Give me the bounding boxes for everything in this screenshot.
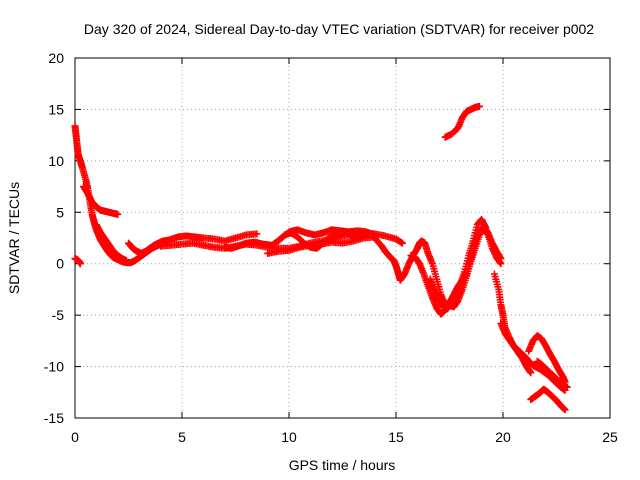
y-tick-label: -10 bbox=[44, 359, 64, 375]
plus-marker bbox=[364, 229, 372, 237]
y-tick-label: 10 bbox=[48, 153, 64, 169]
x-tick-label: 5 bbox=[178, 429, 186, 445]
series-arc-a2 bbox=[80, 183, 122, 218]
data-markers bbox=[71, 102, 571, 414]
plus-marker bbox=[475, 102, 483, 110]
x-tick-label: 0 bbox=[71, 429, 79, 445]
plot-frame bbox=[74, 57, 611, 419]
series-arc-k bbox=[441, 102, 483, 141]
chart-title: Day 320 of 2024, Sidereal Day-to-day VTE… bbox=[84, 21, 594, 37]
y-axis-label: SDTVAR / TECUs bbox=[6, 182, 22, 294]
y-tick-label: 20 bbox=[48, 50, 64, 66]
plus-marker bbox=[561, 406, 569, 414]
plus-marker bbox=[497, 260, 505, 268]
plus-marker bbox=[114, 210, 122, 218]
series-arc-a3 bbox=[92, 221, 130, 265]
x-tick-label: 25 bbox=[602, 429, 618, 445]
x-axis-label: GPS time / hours bbox=[289, 457, 396, 473]
series-arc-b bbox=[71, 255, 84, 268]
x-tick-label: 20 bbox=[495, 429, 511, 445]
plus-marker bbox=[398, 239, 406, 247]
plus-marker bbox=[482, 224, 490, 232]
y-tick-label: 15 bbox=[48, 101, 64, 117]
series-arc-g bbox=[274, 228, 372, 252]
series-arc-p bbox=[533, 357, 571, 391]
x-tick-label: 10 bbox=[281, 429, 297, 445]
series-arc-c bbox=[125, 230, 261, 257]
y-tick-label: 5 bbox=[56, 204, 64, 220]
plus-marker bbox=[122, 257, 130, 265]
y-tick-label: 0 bbox=[56, 256, 64, 272]
axis-ticks bbox=[74, 57, 611, 419]
x-tick-label: 15 bbox=[388, 429, 404, 445]
plus-marker bbox=[527, 369, 535, 377]
plus-marker bbox=[563, 383, 571, 391]
plus-marker bbox=[76, 260, 84, 268]
plus-marker bbox=[253, 230, 261, 238]
series-arc-o bbox=[527, 385, 569, 414]
y-tick-labels: -15 -10 -5 0 5 10 15 20 bbox=[44, 50, 64, 426]
series-arc-j bbox=[426, 215, 490, 313]
x-tick-labels: 0 5 10 15 20 25 bbox=[71, 429, 618, 445]
y-tick-label: -5 bbox=[52, 307, 65, 323]
y-tick-label: -15 bbox=[44, 410, 64, 426]
